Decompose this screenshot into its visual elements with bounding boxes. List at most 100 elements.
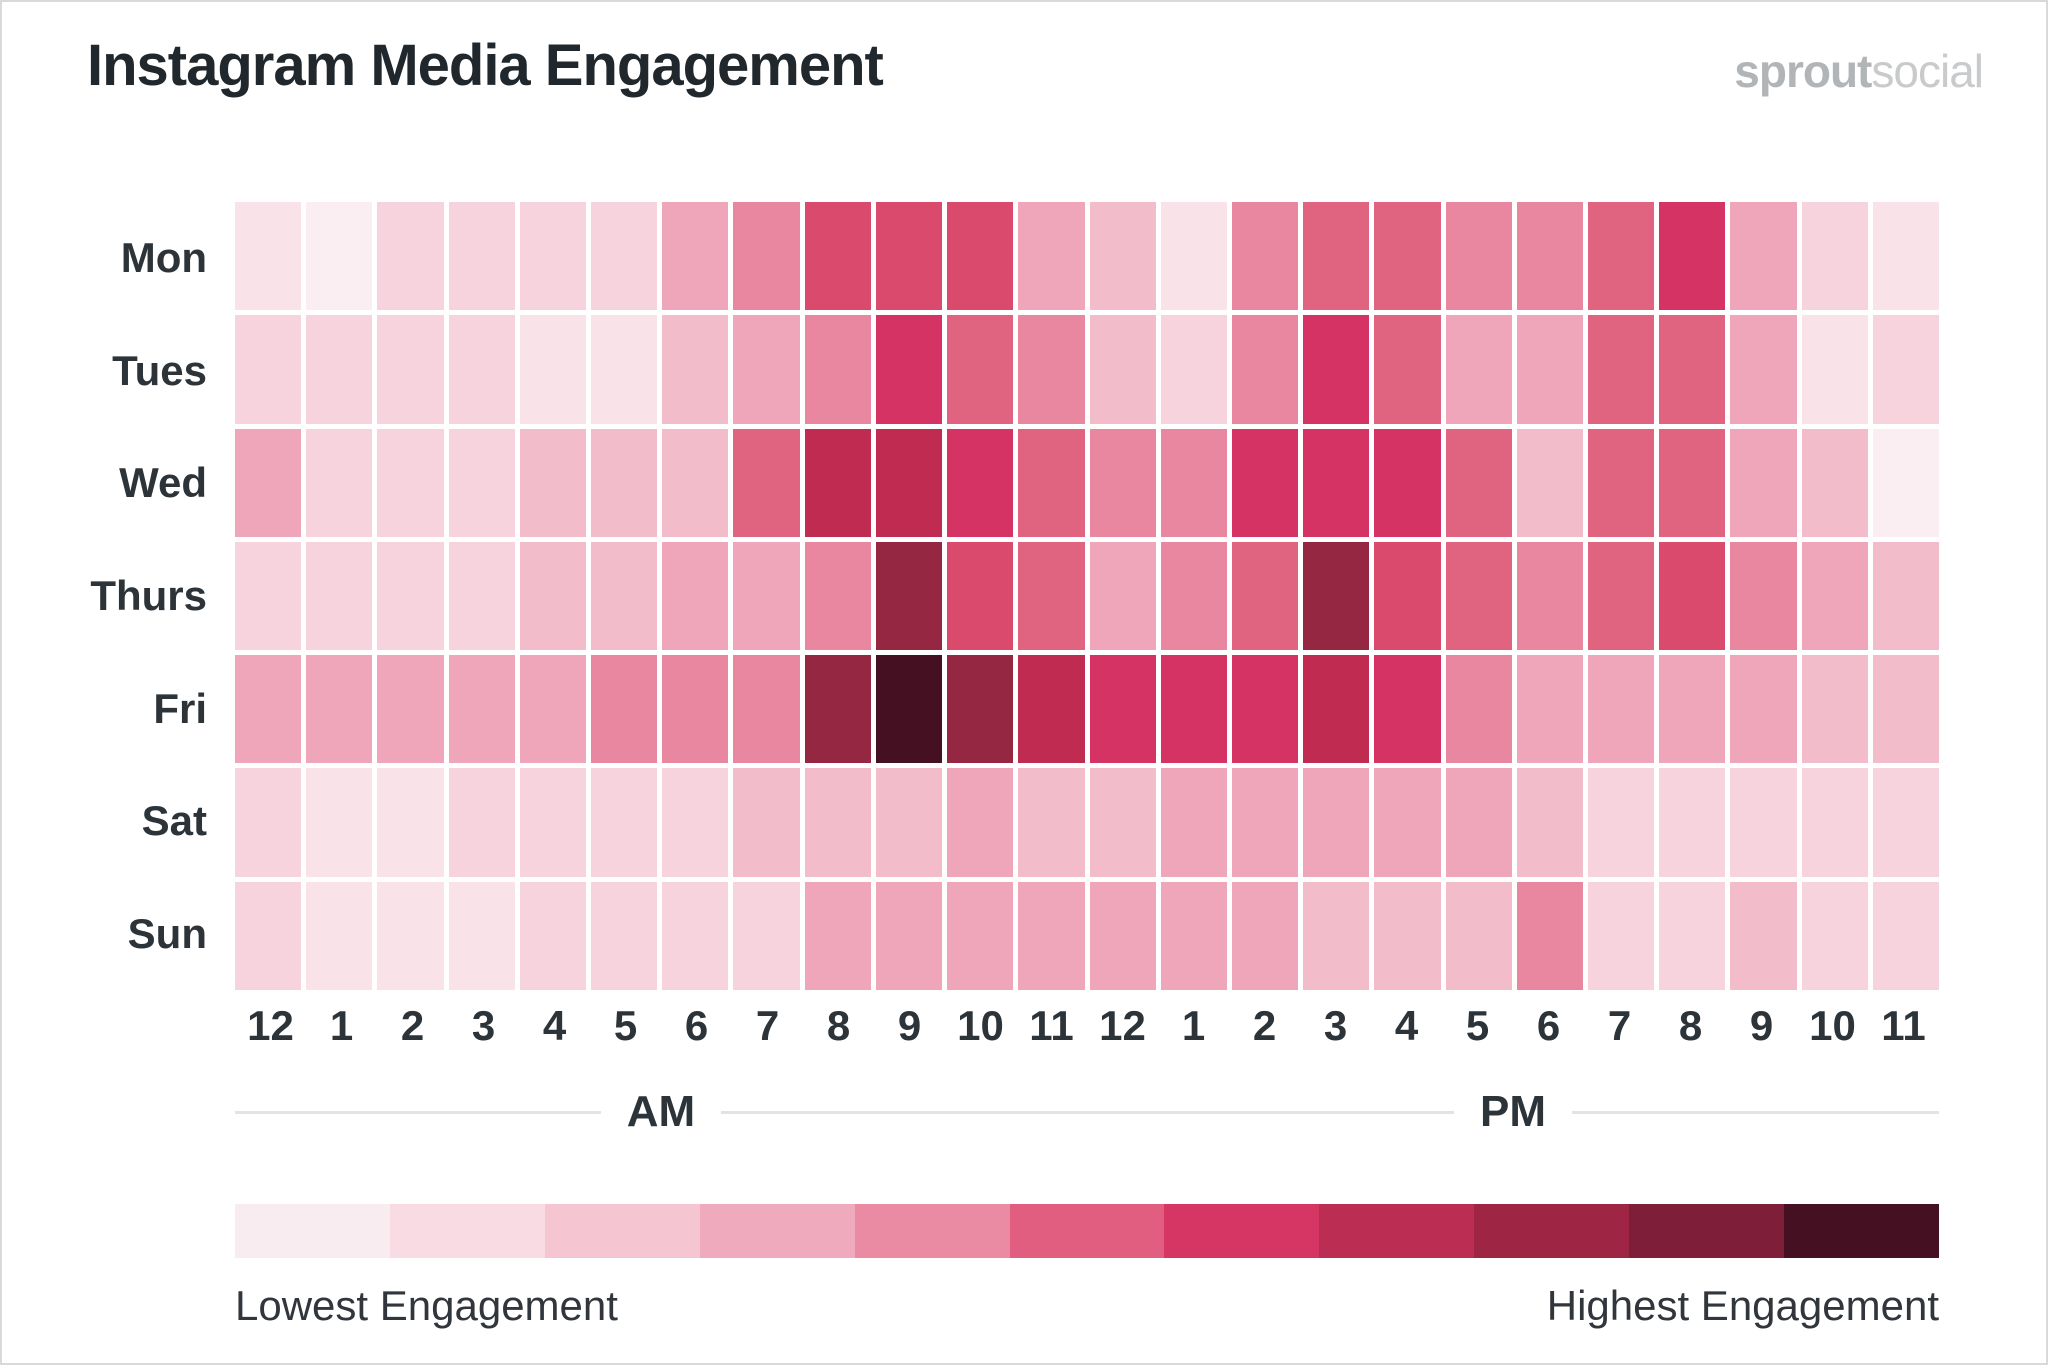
heatmap-cell <box>448 428 515 537</box>
heatmap-cell <box>875 655 943 764</box>
heatmap-cell <box>377 428 444 537</box>
heatmap-cell <box>1659 655 1726 764</box>
legend-step-2 <box>389 1204 545 1258</box>
heatmap-cell <box>1089 202 1156 311</box>
hour-label-2pm: 2 <box>1252 1002 1277 1049</box>
am-period-group: AM <box>235 1084 1087 1140</box>
heatmap-cell <box>1445 881 1512 990</box>
heatmap-cell <box>306 541 373 651</box>
heatmap-cell <box>1231 541 1299 651</box>
heatmap-cell <box>1730 541 1797 651</box>
heatmap-cell <box>1303 315 1370 424</box>
heatmap-cell <box>235 655 302 764</box>
heatmap-cell <box>1516 202 1583 311</box>
heatmap-cell <box>306 655 373 764</box>
heatmap-cell <box>1445 768 1512 877</box>
heatmap-cell <box>1374 768 1441 877</box>
heatmap-cell <box>662 655 729 764</box>
hour-label-11am: 11 <box>1029 1002 1074 1049</box>
heatmap-cell <box>448 315 515 424</box>
legend-step-11 <box>1784 1204 1939 1258</box>
hour-label-3am: 3 <box>471 1002 496 1049</box>
hour-label-12pm: 12 <box>1099 1002 1146 1049</box>
heatmap-cell <box>448 655 515 764</box>
heatmap-cell <box>1730 881 1797 990</box>
legend-step-1 <box>235 1204 390 1258</box>
heatmap-cell <box>519 881 587 990</box>
heatmap-cell <box>235 428 302 537</box>
heatmap-cell <box>1587 768 1655 877</box>
heatmap-cell <box>1516 541 1583 651</box>
heatmap-cell <box>804 202 871 311</box>
legend-step-3 <box>544 1204 700 1258</box>
heatmap-cell <box>448 881 515 990</box>
heatmap-cell <box>1374 655 1441 764</box>
heatmap-cell <box>448 202 515 311</box>
heatmap-cell <box>947 768 1014 877</box>
heatmap-cell <box>1445 202 1512 311</box>
am-divider-line-left <box>235 1110 601 1114</box>
heatmap-cell <box>733 202 800 311</box>
heatmap-cell <box>519 768 587 877</box>
heatmap-cell <box>519 428 587 537</box>
heatmap-cell <box>1160 655 1227 764</box>
heatmap-cell <box>235 202 302 311</box>
heatmap-cell <box>1730 428 1797 537</box>
heatmap-cell <box>1018 768 1085 877</box>
hour-label-6pm: 6 <box>1536 1002 1561 1049</box>
legend-labels: Lowest Engagement Highest Engagement <box>235 1282 1939 1330</box>
heatmap-cell <box>662 881 729 990</box>
heatmap-cell <box>1587 541 1655 651</box>
hour-label-1am: 1 <box>329 1002 354 1049</box>
heatmap-cell <box>1659 881 1726 990</box>
heatmap-cell <box>1374 541 1441 651</box>
heatmap-cell <box>1160 541 1227 651</box>
heatmap-cell <box>1659 428 1726 537</box>
pm-divider-line-right <box>1572 1110 1939 1114</box>
hour-label-1pm: 1 <box>1181 1002 1206 1049</box>
heatmap-cell <box>804 428 871 537</box>
heatmap-cell <box>733 768 800 877</box>
heatmap-cell <box>519 315 587 424</box>
heatmap-cell <box>1516 428 1583 537</box>
heatmap-cell <box>875 202 943 311</box>
hour-label-2am: 2 <box>400 1002 425 1049</box>
day-label-tues: Tues <box>112 346 207 394</box>
logo-text-sprout: sprout <box>1734 45 1872 97</box>
heatmap-cell <box>1801 315 1868 424</box>
hour-label-8am: 8 <box>826 1002 851 1049</box>
legend-step-6 <box>1009 1204 1165 1258</box>
heatmap-cell <box>733 881 800 990</box>
legend-lowest-label: Lowest Engagement <box>235 1282 618 1329</box>
heatmap-cell <box>1801 428 1868 537</box>
heatmap-cell <box>1801 655 1868 764</box>
engagement-color-scale <box>235 1204 1939 1258</box>
heatmap-cell <box>1089 655 1156 764</box>
heatmap-cell <box>1231 655 1299 764</box>
heatmap-cell <box>1089 881 1156 990</box>
heatmap-cell <box>662 768 729 877</box>
heatmap-cell <box>591 202 658 311</box>
heatmap-cell <box>1303 428 1370 537</box>
heatmap-cell <box>1730 768 1797 877</box>
heatmap-cell <box>1801 202 1868 311</box>
heatmap-cell <box>1659 202 1726 311</box>
heatmap-cell <box>1374 202 1441 311</box>
heatmap-cell <box>235 315 302 424</box>
heatmap-cell <box>1587 202 1655 311</box>
hour-label-12am: 12 <box>247 1002 294 1049</box>
heatmap-cell <box>1872 541 1939 651</box>
heatmap-cell <box>519 655 587 764</box>
heatmap-cell <box>875 541 943 651</box>
legend-step-7 <box>1164 1204 1320 1258</box>
heatmap-cell <box>1872 428 1939 537</box>
heatmap-cell <box>377 541 444 651</box>
heatmap-cell <box>804 881 871 990</box>
heatmap-cell <box>1516 315 1583 424</box>
heatmap-cell <box>1089 315 1156 424</box>
hour-label-8pm: 8 <box>1678 1002 1703 1049</box>
day-label-sat: Sat <box>141 797 207 845</box>
heatmap-cell <box>1018 881 1085 990</box>
heatmap-cell <box>591 541 658 651</box>
pm-period-group: PM <box>1087 1084 1939 1140</box>
